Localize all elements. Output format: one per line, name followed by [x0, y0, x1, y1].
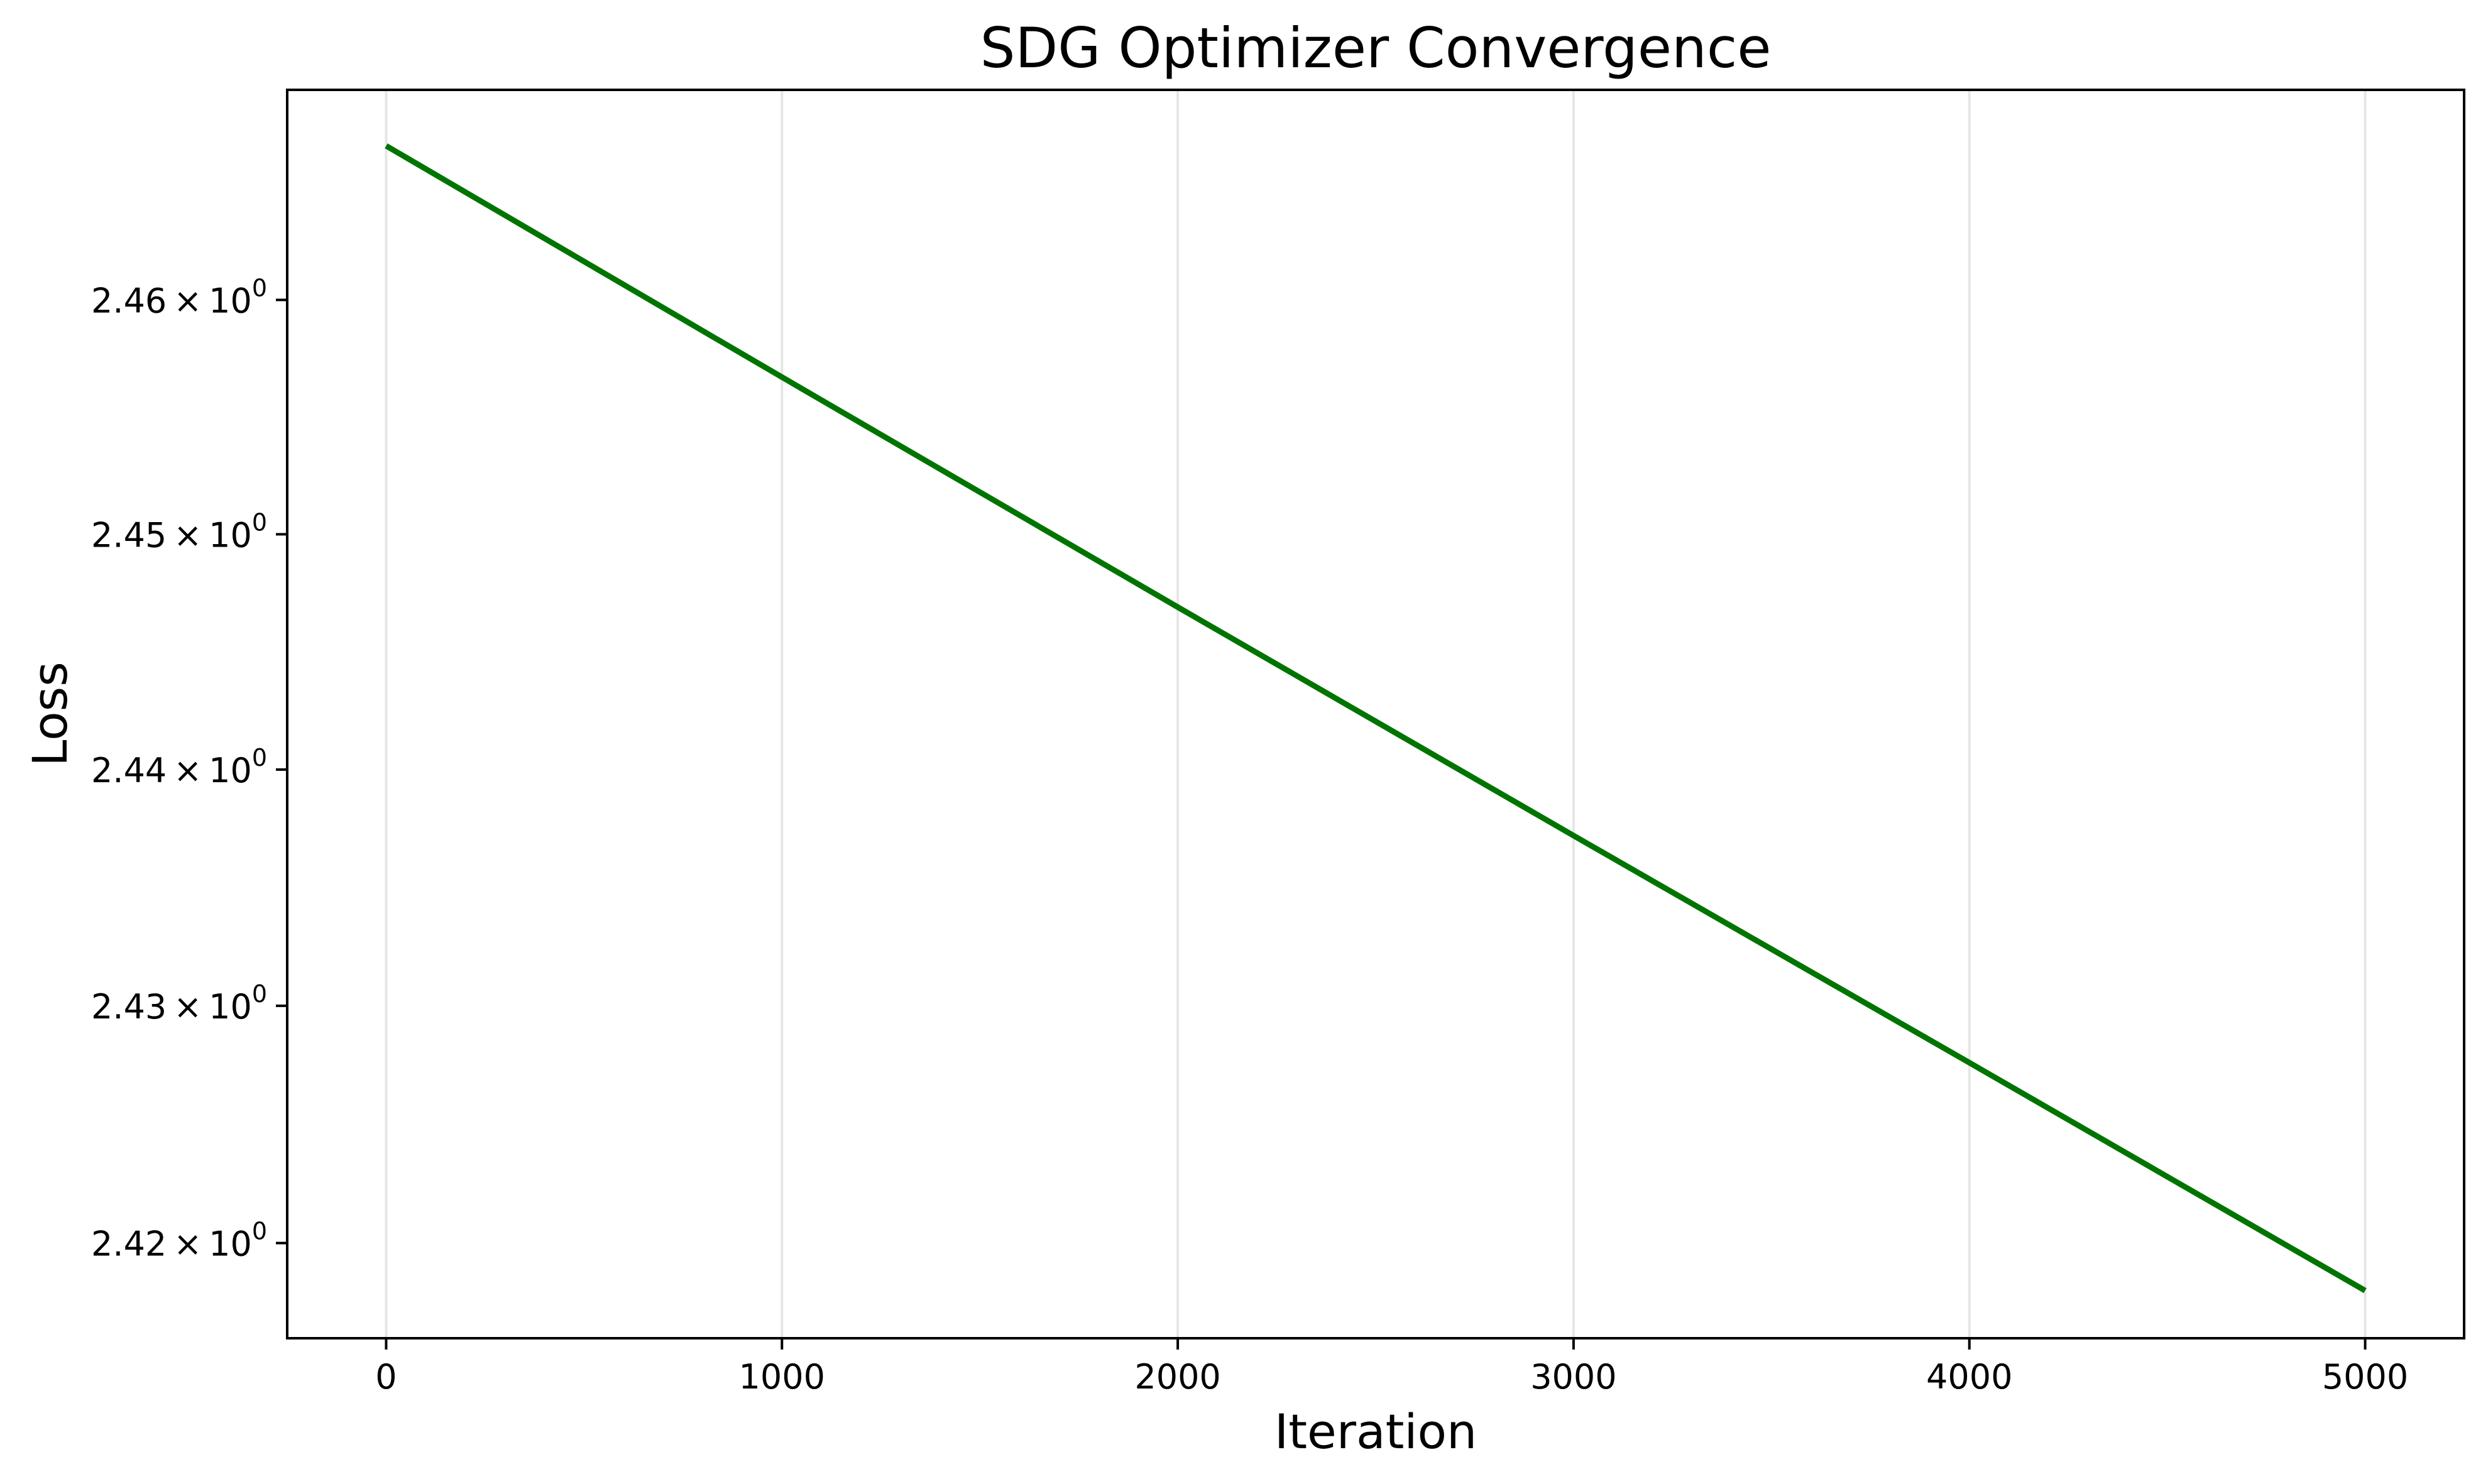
x-tick-label: 3000: [1530, 1357, 1616, 1397]
x-tick-label: 1000: [739, 1357, 825, 1397]
x-tick-label: 4000: [1926, 1357, 2012, 1397]
y-axis-label: Loss: [22, 662, 78, 767]
y-tick-label: 2.42 × 100: [91, 1218, 267, 1264]
plot-area-frame: [286, 89, 2465, 1339]
x-tick-label: 2000: [1134, 1357, 1220, 1397]
x-axis-label: Iteration: [1274, 1404, 1477, 1459]
y-tick-label: 2.45 × 100: [91, 508, 267, 555]
x-tick-label: 5000: [2322, 1357, 2408, 1397]
y-tick-label: 2.46 × 100: [91, 274, 267, 320]
chart-title: SDG Optimizer Convergence: [980, 16, 1772, 80]
x-axis-ticks: 0 1000 2000 3000 4000 5000: [375, 1338, 2408, 1397]
x-tick-label: 0: [375, 1357, 397, 1397]
loss-series-line: [385, 143, 2367, 1294]
series-lines: [385, 143, 2367, 1294]
grid-lines: [385, 90, 2367, 1338]
y-tick-label: 2.43 × 100: [91, 980, 267, 1027]
y-axis-ticks: 2.42 × 100 2.43 × 100 2.44 × 100 2.45 × 100…: [91, 274, 287, 1264]
y-tick-label: 2.44 × 100: [91, 744, 267, 790]
